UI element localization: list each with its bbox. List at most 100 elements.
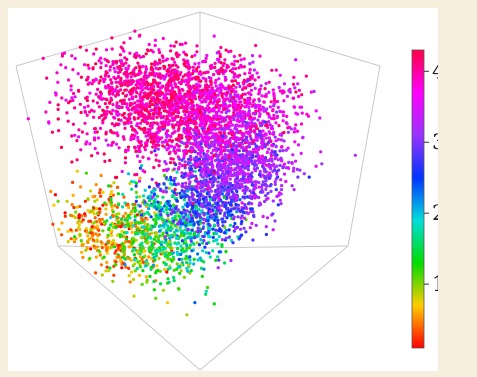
data-point <box>271 88 275 92</box>
data-point <box>99 56 103 60</box>
data-point <box>99 173 103 178</box>
data-point <box>145 217 149 221</box>
data-point <box>271 108 275 112</box>
data-point <box>115 85 119 89</box>
data-point <box>130 209 134 213</box>
data-point <box>173 81 177 86</box>
data-point <box>164 58 168 62</box>
data-point <box>238 100 242 104</box>
data-point <box>83 199 87 203</box>
data-point <box>143 188 147 192</box>
data-point <box>173 60 177 64</box>
data-point <box>296 82 300 86</box>
data-point <box>242 65 246 69</box>
data-point <box>298 105 302 109</box>
data-point <box>215 57 220 62</box>
data-point <box>169 72 173 76</box>
data-point <box>175 55 179 59</box>
data-point <box>124 240 128 244</box>
data-point <box>210 151 214 155</box>
data-point <box>225 65 229 70</box>
data-point <box>187 67 191 71</box>
data-point <box>232 63 236 67</box>
data-point <box>103 77 107 81</box>
data-point <box>246 84 250 88</box>
data-point <box>87 219 91 223</box>
data-point <box>126 148 130 152</box>
data-point <box>228 92 233 96</box>
data-point <box>173 187 177 192</box>
data-point <box>230 70 235 74</box>
data-point <box>185 83 189 87</box>
data-point <box>94 255 98 259</box>
data-point <box>104 138 108 142</box>
data-point <box>185 132 189 136</box>
data-point <box>269 100 273 104</box>
data-point <box>151 103 155 107</box>
data-point <box>138 33 142 37</box>
data-point <box>320 162 324 166</box>
data-point <box>104 207 108 211</box>
data-point <box>258 54 262 58</box>
data-point <box>90 236 94 240</box>
data-point <box>180 42 184 47</box>
data-point <box>149 73 153 77</box>
data-point <box>144 80 149 84</box>
data-point <box>259 84 263 88</box>
data-point <box>150 62 154 66</box>
data-point <box>104 48 109 52</box>
data-point <box>144 65 148 69</box>
data-point <box>132 67 136 72</box>
data-point <box>139 77 143 81</box>
data-point <box>252 99 256 103</box>
data-point <box>136 61 140 65</box>
data-point <box>264 94 268 98</box>
data-point <box>104 72 108 76</box>
data-point <box>111 62 115 66</box>
data-point <box>60 221 64 225</box>
data-point <box>213 61 217 65</box>
data-point <box>178 271 182 275</box>
data-point <box>172 44 176 48</box>
data-point <box>111 92 115 96</box>
data-point <box>153 205 157 209</box>
data-point <box>135 154 140 158</box>
data-point <box>110 243 114 247</box>
data-point <box>84 171 88 175</box>
data-point <box>141 97 145 102</box>
data-point <box>110 143 114 147</box>
data-point <box>114 242 118 246</box>
data-point <box>164 138 168 142</box>
data-point <box>176 65 180 69</box>
data-point <box>180 136 184 140</box>
data-point <box>201 76 205 80</box>
data-point <box>98 126 103 130</box>
data-point <box>132 116 136 120</box>
data-point <box>77 128 81 132</box>
data-point <box>226 97 230 101</box>
data-point <box>100 246 104 250</box>
data-point <box>221 64 225 68</box>
data-point <box>264 136 268 140</box>
data-point <box>207 106 211 110</box>
data-point <box>216 93 220 97</box>
data-point <box>213 81 217 85</box>
data-point <box>112 75 116 79</box>
data-point <box>103 102 107 106</box>
data-point <box>177 101 181 105</box>
data-point <box>127 64 131 68</box>
data-point <box>79 110 83 115</box>
data-point <box>101 190 105 194</box>
data-point <box>285 94 289 98</box>
data-point <box>128 51 132 55</box>
data-point <box>151 95 155 100</box>
data-point <box>156 62 160 66</box>
data-point <box>124 66 128 71</box>
data-point <box>224 250 228 254</box>
data-point <box>53 193 58 197</box>
data-point <box>222 132 227 136</box>
data-point <box>175 218 179 222</box>
data-point <box>133 29 137 33</box>
data-point <box>172 230 177 234</box>
data-point <box>251 82 255 87</box>
